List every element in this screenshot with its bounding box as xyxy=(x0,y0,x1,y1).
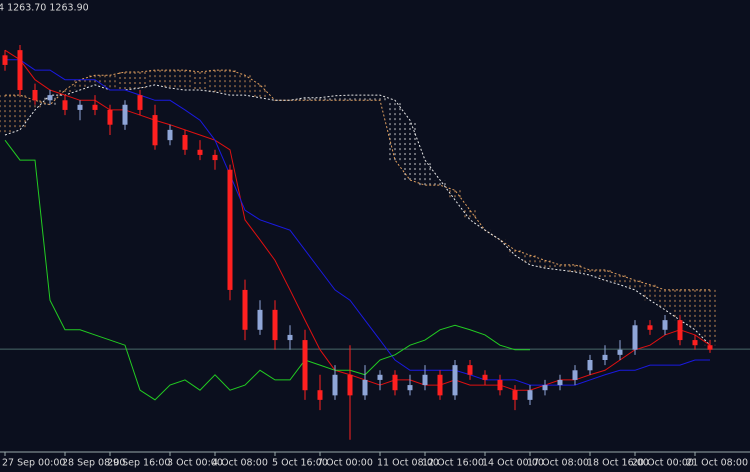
candle-body xyxy=(47,95,53,101)
candle-body xyxy=(572,370,578,380)
candle-body xyxy=(107,109,113,125)
chart-title: 4 1263.70 1263.90 xyxy=(0,3,89,14)
candle-body xyxy=(317,390,323,400)
candle-body xyxy=(2,55,8,65)
candle-body xyxy=(302,340,308,391)
candle-body xyxy=(242,289,248,330)
x-tick-label: 21 Oct 08:00 xyxy=(686,458,748,469)
indicator-line xyxy=(4,49,711,391)
x-tick-label: 27 Sep 00:00 xyxy=(2,458,65,469)
candle-body xyxy=(227,169,233,290)
candle-body xyxy=(152,115,158,146)
candle-body xyxy=(122,104,128,125)
candle-body xyxy=(587,360,593,371)
candle-body xyxy=(542,385,548,391)
candle-body xyxy=(182,135,188,150)
candle-body xyxy=(377,374,383,380)
candle-body xyxy=(527,390,533,400)
x-tick-label: 20 Oct 00:00 xyxy=(632,458,694,469)
x-tick-label: 11 Oct 08:00 xyxy=(377,458,439,469)
candle-body xyxy=(692,340,698,346)
candle-body xyxy=(257,309,263,330)
candle-body xyxy=(362,379,368,396)
candle-body xyxy=(77,104,83,110)
candle-body xyxy=(467,365,473,375)
candle-body xyxy=(677,320,683,341)
candle-body xyxy=(332,374,338,396)
candle-body xyxy=(272,309,278,341)
candle-body xyxy=(32,90,38,101)
x-tick-label: 14 Oct 00:00 xyxy=(482,458,544,469)
candle-body xyxy=(482,374,488,380)
candle-body xyxy=(512,390,518,400)
candle-body xyxy=(437,374,443,396)
candle-body xyxy=(557,379,563,386)
candle-body xyxy=(407,385,413,391)
candle-body xyxy=(17,50,23,90)
candle-body xyxy=(347,374,353,396)
candle-body xyxy=(92,104,98,110)
candle-body xyxy=(392,374,398,391)
indicator-line xyxy=(4,139,530,401)
candle-body xyxy=(617,349,623,355)
indicator-line xyxy=(5,59,710,386)
candle-body xyxy=(422,374,428,386)
x-tick-label: 7 Oct 00:00 xyxy=(317,458,373,469)
x-tick-label: 17 Oct 08:00 xyxy=(527,458,589,469)
x-tick-label: 5 Oct 16:00 xyxy=(272,458,328,469)
x-tick-label: 28 Sep 08:00 xyxy=(62,458,125,469)
candle-body xyxy=(497,379,503,391)
candle-body xyxy=(647,325,653,330)
candle-body xyxy=(452,365,458,396)
candle-body xyxy=(167,129,173,141)
candle-body xyxy=(62,100,68,110)
x-tick-label: 29 Sep 16:00 xyxy=(107,458,170,469)
x-tick-label: 3 Oct 00:00 xyxy=(167,458,223,469)
x-tick-label: 12 Oct 16:00 xyxy=(422,458,484,469)
x-tick-label: 4 Oct 08:00 xyxy=(212,458,268,469)
candle-body xyxy=(287,334,293,341)
candle-body xyxy=(602,354,608,360)
candle-body xyxy=(212,154,218,161)
candle-body xyxy=(707,345,713,350)
candle-body xyxy=(632,325,638,350)
cloud-edge xyxy=(5,69,710,291)
candle-body xyxy=(137,95,143,110)
candle-body xyxy=(662,320,668,330)
x-tick-label: 18 Oct 16:00 xyxy=(587,458,649,469)
candle-body xyxy=(197,149,203,155)
